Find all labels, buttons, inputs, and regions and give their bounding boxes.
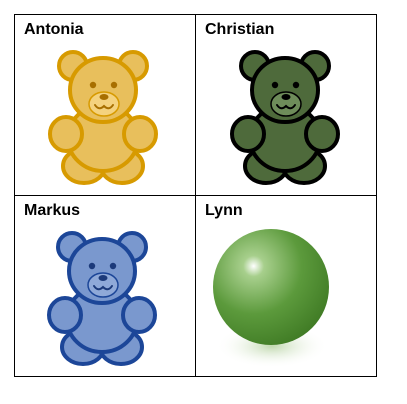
teddy-bear-icon (230, 50, 340, 185)
teddy-bear-icon (47, 231, 157, 366)
bear-muzzle (270, 91, 302, 117)
grid-divider-horizontal (15, 195, 376, 196)
bear-arm-left (48, 115, 84, 153)
cell-label: Christian (205, 21, 275, 38)
bear-arm-right (121, 296, 157, 334)
bear-nose (99, 94, 109, 100)
bear-eye-left (88, 262, 96, 270)
bear-mouth (94, 104, 114, 110)
bear-arm-left (47, 296, 83, 334)
bear-mouth (276, 104, 296, 110)
bear-mouth (93, 285, 113, 291)
cell-label: Lynn (205, 202, 243, 219)
cell-antonia: Antonia (15, 15, 195, 195)
bear-eye-right (110, 81, 118, 89)
bear-eye-left (271, 81, 279, 89)
bear-eye-right (109, 262, 117, 270)
green-sphere-icon (213, 229, 329, 368)
name-grid: Antonia Christian Markus Lynn (14, 14, 377, 377)
bear-arm-right (122, 115, 158, 153)
bear-arm-right (304, 115, 340, 153)
bear-arm-left (230, 115, 266, 153)
bear-eye-left (89, 81, 97, 89)
teddy-bear-icon (48, 50, 158, 185)
bear-muzzle (87, 272, 119, 298)
cell-label: Antonia (24, 21, 84, 38)
sphere-body (213, 229, 329, 345)
bear-eye-right (292, 81, 300, 89)
bear-nose (98, 275, 108, 281)
cell-markus: Markus (15, 196, 195, 376)
cell-christian: Christian (196, 15, 376, 195)
bear-nose (281, 94, 291, 100)
cell-lynn: Lynn (196, 196, 376, 376)
cell-label: Markus (24, 202, 81, 219)
bear-muzzle (88, 91, 120, 117)
